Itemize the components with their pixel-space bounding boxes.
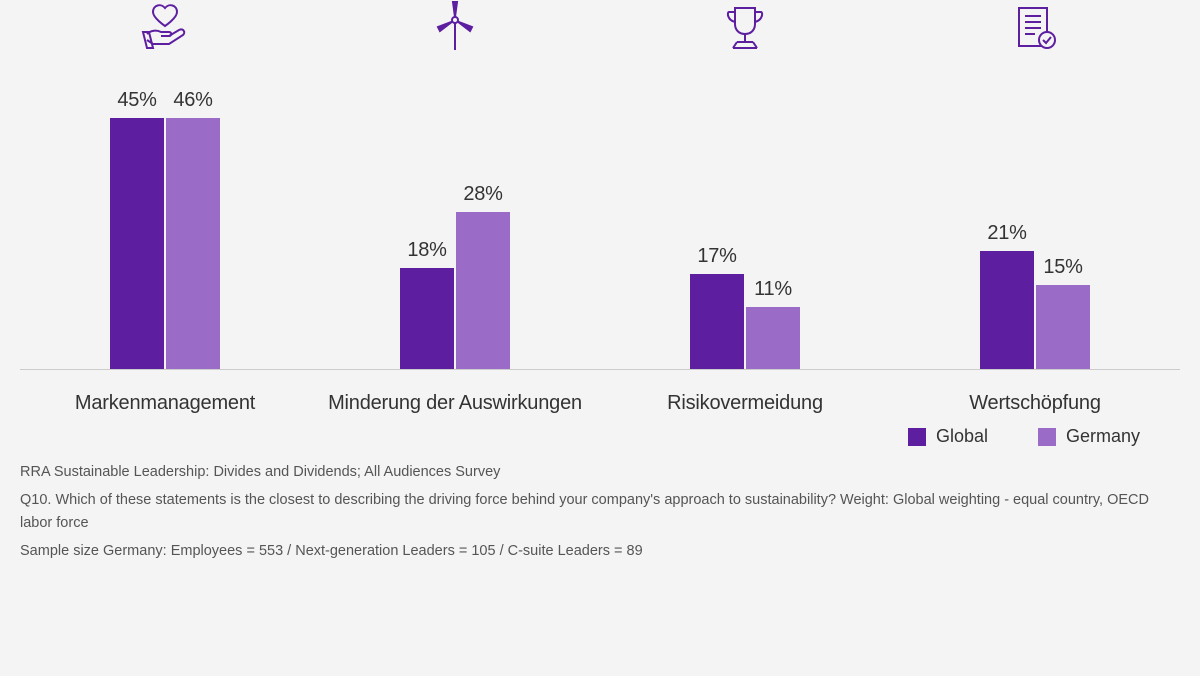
bar-global <box>110 118 164 369</box>
bar-value-label: 21% <box>987 222 1026 245</box>
trophy-icon <box>715 0 775 50</box>
bar-value-label: 46% <box>173 89 212 112</box>
chart-group-markenmanagement: 45% 46% <box>20 0 310 369</box>
document-check-icon <box>1005 0 1065 50</box>
bar-germany <box>456 212 510 369</box>
wind-turbine-icon <box>425 0 485 50</box>
chart-group-wertschoepfung: 21% 15% <box>890 0 1180 369</box>
bar-value-label: 28% <box>463 183 502 206</box>
chart-footnotes: RRA Sustainable Leadership: Divides and … <box>20 461 1180 563</box>
category-label: Risikovermeidung <box>600 388 890 418</box>
bar-value-label: 11% <box>754 278 792 301</box>
chart-group-minderung: 18% 28% <box>310 0 600 369</box>
category-label: Wertschöpfung <box>890 388 1180 418</box>
legend-label: Germany <box>1066 426 1140 447</box>
bar-value-label: 17% <box>697 245 736 268</box>
bar-value-label: 45% <box>117 89 156 112</box>
chart-group-risikovermeidung: 17% 11% <box>600 0 890 369</box>
category-labels-row: Markenmanagement Minderung der Auswirkun… <box>20 388 1180 418</box>
bar-value-label: 15% <box>1043 256 1082 279</box>
heart-hand-icon <box>135 0 195 50</box>
legend-label: Global <box>936 426 988 447</box>
chart-legend: Global Germany <box>20 426 1180 447</box>
bar-chart: 45% 46% 18% 28% <box>20 0 1180 370</box>
category-label: Minderung der Auswirkungen <box>310 388 600 418</box>
legend-item-global: Global <box>908 426 988 447</box>
bar-global <box>980 251 1034 369</box>
bar-germany <box>1036 285 1090 369</box>
legend-swatch <box>908 428 926 446</box>
bar-germany <box>166 118 220 369</box>
legend-item-germany: Germany <box>1038 426 1140 447</box>
footnote-line: RRA Sustainable Leadership: Divides and … <box>20 461 1180 483</box>
bar-global <box>400 268 454 369</box>
bar-germany <box>746 307 800 369</box>
footnote-line: Sample size Germany: Employees = 553 / N… <box>20 540 1180 562</box>
bar-global <box>690 274 744 369</box>
category-label: Markenmanagement <box>20 388 310 418</box>
legend-swatch <box>1038 428 1056 446</box>
footnote-line: Q10. Which of these statements is the cl… <box>20 489 1180 534</box>
bar-value-label: 18% <box>407 239 446 262</box>
